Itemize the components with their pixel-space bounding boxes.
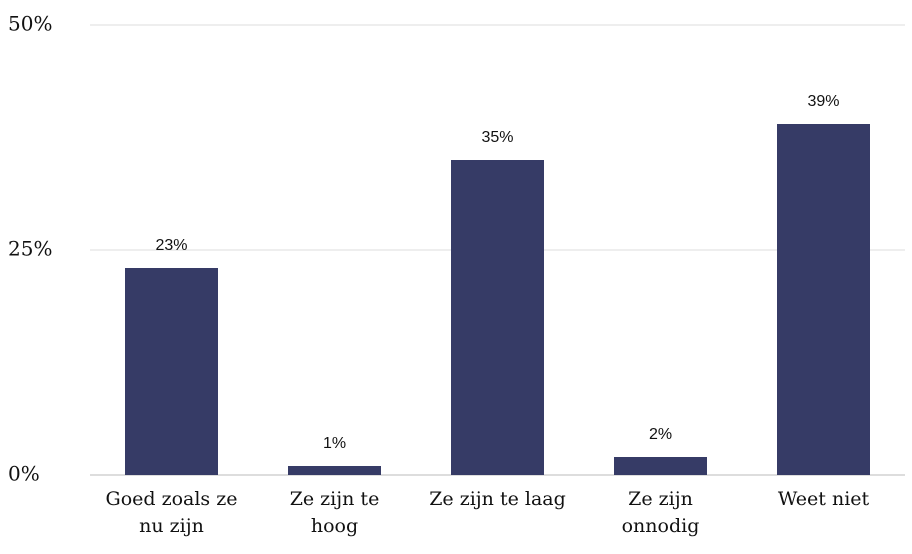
y-tick-label: 0% xyxy=(8,462,40,486)
x-tick-label: Ze zijn te laag xyxy=(429,488,566,510)
x-tick-label: Ze zijn onnodig xyxy=(621,488,700,537)
x-tick-label: Goed zoals ze nu zijn xyxy=(105,488,238,537)
bar xyxy=(125,268,218,475)
x-tick-label: Weet niet xyxy=(777,488,870,510)
value-label: 2% xyxy=(649,426,672,443)
y-tick-label: 25% xyxy=(8,237,52,261)
y-tick-label: 50% xyxy=(8,12,52,36)
bar xyxy=(614,457,707,475)
bar xyxy=(451,160,544,475)
bar xyxy=(288,466,381,475)
value-label: 39% xyxy=(807,93,839,110)
value-label: 23% xyxy=(155,237,187,254)
value-label: 35% xyxy=(481,129,513,146)
value-label: 1% xyxy=(323,435,346,452)
bar xyxy=(777,124,870,475)
x-tick-label: Ze zijn te hoog xyxy=(289,488,380,537)
